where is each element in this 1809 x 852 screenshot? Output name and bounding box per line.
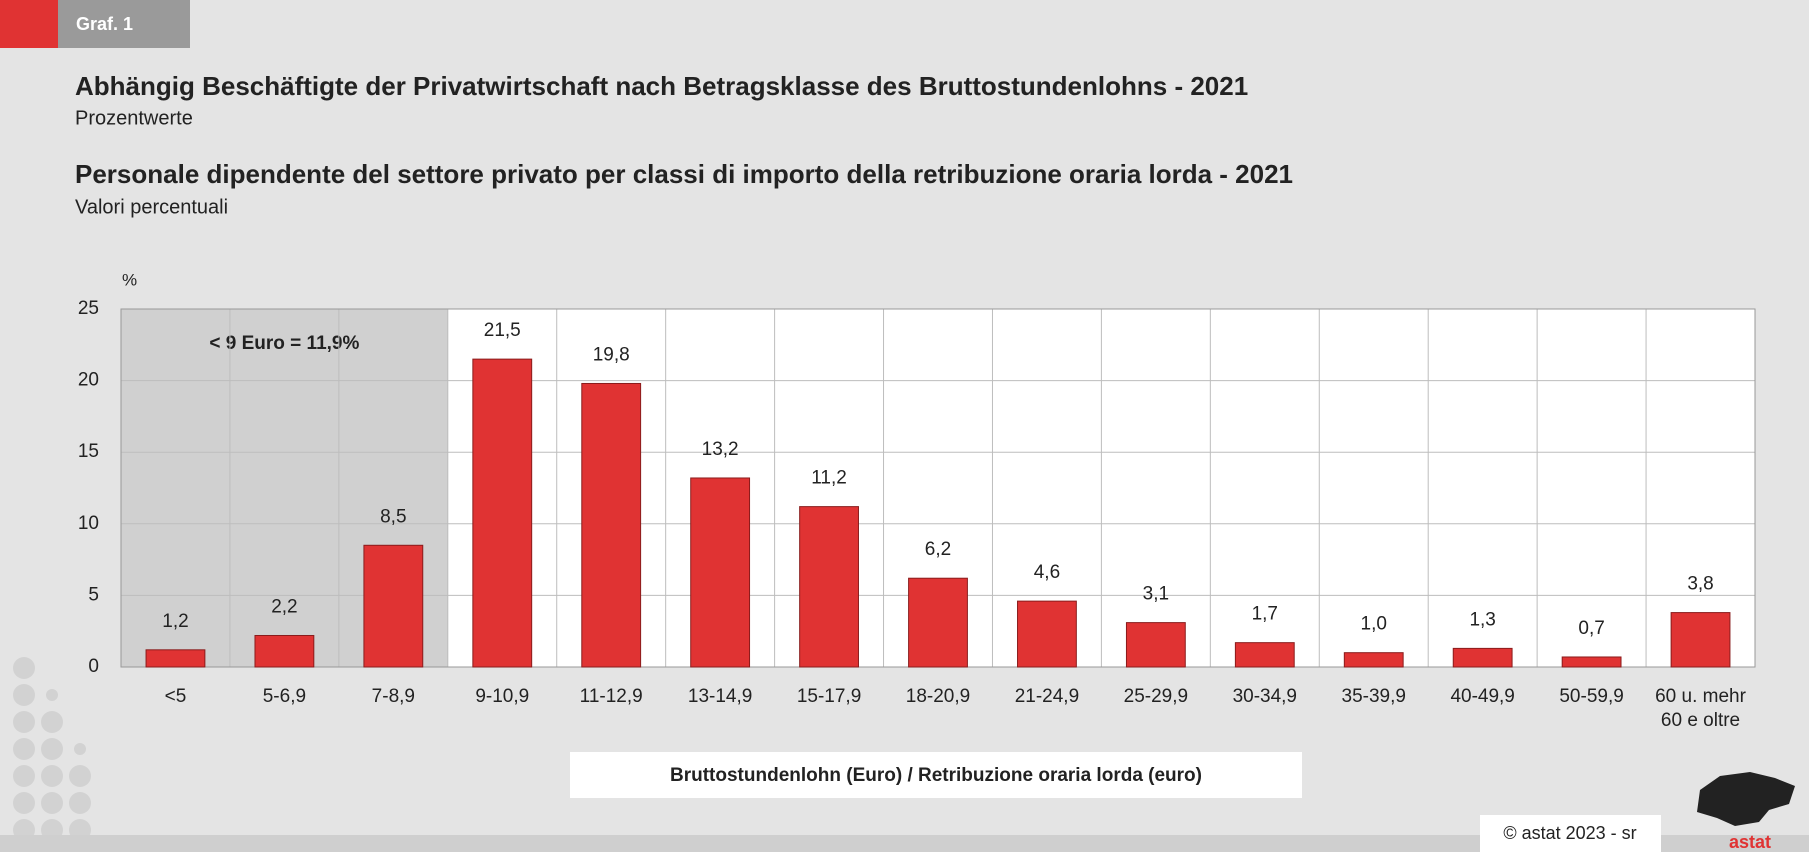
value-label: 2,2 <box>271 597 297 618</box>
bar <box>1017 600 1077 668</box>
bar <box>799 506 859 668</box>
bar <box>1561 656 1622 668</box>
y-axis-label: % <box>122 270 137 289</box>
copyright: © astat 2023 - sr <box>1503 823 1636 843</box>
x-tick-label: 50-59,9 <box>1559 686 1623 707</box>
x-tick-label: 30-34,9 <box>1233 686 1297 707</box>
value-label: 1,7 <box>1252 604 1278 625</box>
bar <box>254 634 315 668</box>
chart-subtitle: Prozentwerte <box>75 107 193 129</box>
x-tick-label: <5 <box>165 686 187 707</box>
chart-title-it: Personale dipendente del settore privato… <box>75 159 1293 189</box>
value-label: 6,2 <box>925 539 951 560</box>
bar <box>1343 652 1404 668</box>
annotation: < 9 Euro = 11,9% <box>209 333 359 354</box>
bar <box>1670 612 1731 668</box>
copyright-box <box>1480 815 1661 852</box>
bar <box>690 477 751 668</box>
x-tick-label: 15-17,9 <box>797 686 861 707</box>
value-label: 13,2 <box>702 439 739 460</box>
x-axis-label: Bruttostundenlohn (Euro) / Retribuzione … <box>670 765 1202 786</box>
y-tick-label: 15 <box>78 441 99 462</box>
y-tick-label: 5 <box>88 584 99 605</box>
value-label: 1,0 <box>1361 614 1387 635</box>
bar <box>1452 647 1513 668</box>
value-label: 8,5 <box>380 506 406 527</box>
x-tick-label: 7-8,9 <box>372 686 415 707</box>
bar <box>1125 622 1186 668</box>
bar <box>581 382 642 668</box>
value-label: 1,3 <box>1469 609 1495 630</box>
x-tick-label: 35-39,9 <box>1342 686 1406 707</box>
value-label: 0,7 <box>1578 618 1604 639</box>
header-mark <box>0 0 58 48</box>
x-tick-label: 25-29,9 <box>1124 686 1188 707</box>
logo: astat <box>1729 832 1771 852</box>
y-tick-label: 20 <box>78 370 99 391</box>
x-axis-label-box <box>570 752 1302 798</box>
bar <box>908 577 968 668</box>
x-tick-label: 40-49,9 <box>1450 686 1514 707</box>
bar <box>363 544 424 668</box>
y-tick-label: 10 <box>78 513 99 534</box>
value-label: 4,6 <box>1034 562 1060 583</box>
value-label: 19,8 <box>593 344 630 365</box>
value-label: 21,5 <box>484 320 521 341</box>
x-tick-label: 9-10,9 <box>475 686 529 707</box>
logo-map <box>1697 772 1795 826</box>
x-tick-label: 60 u. mehr 60 e oltre <box>1655 686 1746 731</box>
y-tick-label: 0 <box>88 656 99 677</box>
y-tick-label: 25 <box>78 298 99 319</box>
x-tick-label: 11-12,9 <box>580 686 643 707</box>
chart-title: Abhängig Beschäftigte der Privatwirtscha… <box>75 71 1248 101</box>
header-box <box>58 0 190 48</box>
x-tick-label: 18-20,9 <box>906 686 970 707</box>
chart-subtitle-it: Valori percentuali <box>75 196 228 218</box>
bar <box>472 358 533 668</box>
bar <box>1234 642 1295 668</box>
x-tick-label: 5-6,9 <box>263 686 306 707</box>
value-label: 3,8 <box>1687 574 1713 595</box>
header-label: Graf. 1 <box>76 14 133 34</box>
x-tick-label: 21-24,9 <box>1015 686 1079 707</box>
x-tick-label: 13-14,9 <box>688 686 752 707</box>
footer-band <box>0 835 1809 852</box>
value-label: 11,2 <box>811 468 847 489</box>
value-label: 3,1 <box>1143 584 1169 605</box>
value-label: 1,2 <box>162 611 188 632</box>
bar <box>145 649 206 668</box>
